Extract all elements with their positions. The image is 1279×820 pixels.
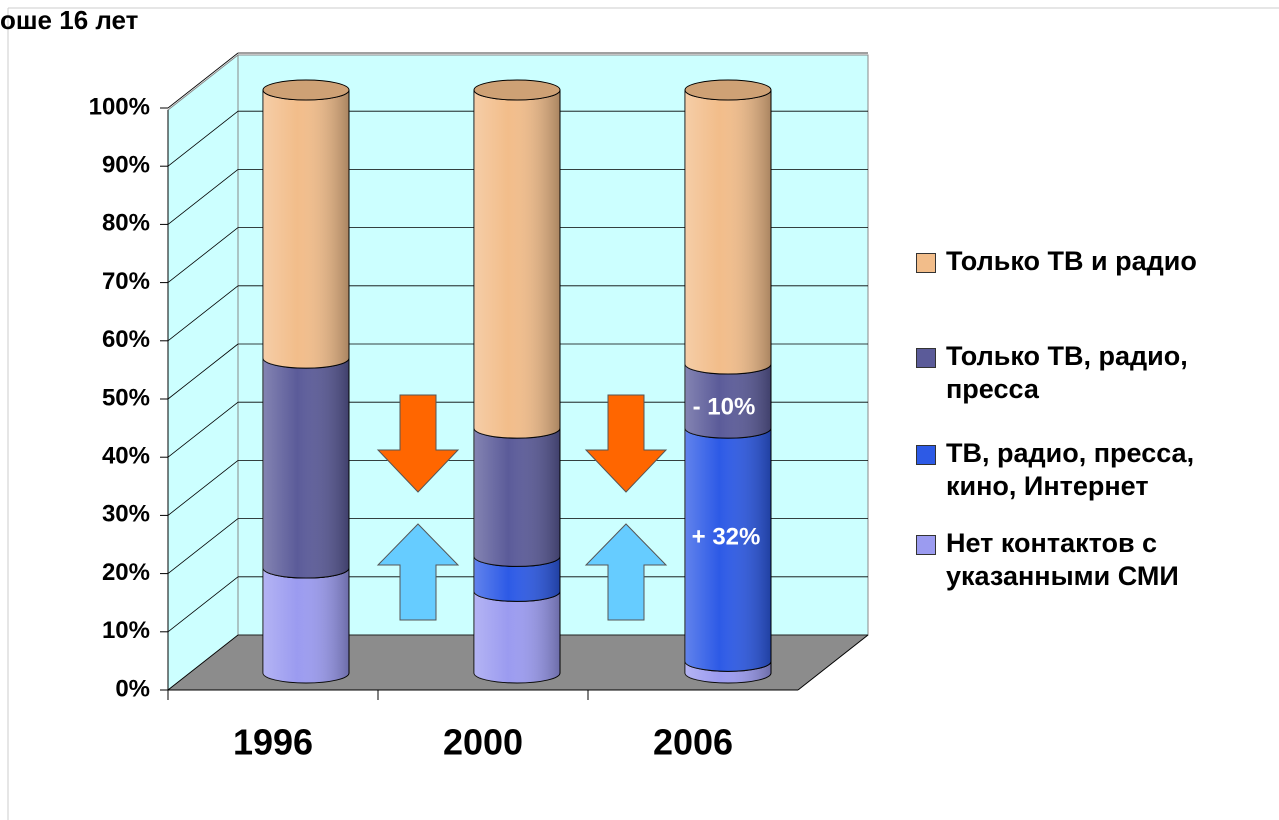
grid-line bbox=[167, 285, 239, 342]
bar bbox=[473, 556, 561, 602]
grid-line bbox=[167, 169, 239, 225]
legend-swatch bbox=[916, 253, 936, 273]
shade bbox=[685, 661, 771, 683]
grid-line bbox=[167, 52, 239, 109]
shade bbox=[263, 358, 349, 579]
bar bbox=[473, 428, 561, 567]
annotation: + 32% bbox=[692, 523, 761, 550]
bar bbox=[473, 591, 561, 684]
legend-swatch bbox=[916, 535, 936, 555]
chart-title: оше 16 лет bbox=[0, 5, 139, 35]
shade bbox=[474, 90, 560, 439]
legend-label: Только ТВ и радио bbox=[946, 246, 1197, 276]
legend-entry: Только ТВ и радио bbox=[912, 245, 1279, 278]
y-tick-label: 10% bbox=[102, 617, 150, 644]
x-tick-label: 2006 bbox=[653, 722, 733, 763]
y-tick-label: 80% bbox=[102, 210, 150, 237]
bar bbox=[262, 358, 350, 579]
shade bbox=[685, 90, 771, 375]
y-tick-label: 40% bbox=[102, 443, 150, 470]
arrow-down bbox=[584, 394, 668, 493]
y-tick-label: 90% bbox=[102, 152, 150, 179]
bar bbox=[684, 79, 772, 375]
annotation: - 10% bbox=[693, 393, 756, 420]
grid-line bbox=[167, 460, 239, 516]
grid-line bbox=[167, 576, 239, 633]
grid-line bbox=[167, 634, 239, 691]
grid-line bbox=[167, 401, 239, 458]
grid-line bbox=[167, 110, 239, 167]
x-tick-label: 2000 bbox=[443, 722, 523, 763]
bar bbox=[262, 567, 350, 684]
bar bbox=[684, 363, 772, 439]
legend-entry: Только ТВ, радио, пресса bbox=[912, 340, 1246, 406]
y-tick-label: 50% bbox=[102, 384, 150, 411]
side-wall bbox=[167, 53, 239, 692]
bar bbox=[262, 79, 350, 369]
y-tick-label: 20% bbox=[102, 559, 150, 586]
arrow-up bbox=[584, 523, 668, 621]
legend-swatch bbox=[916, 445, 936, 465]
bar bbox=[473, 79, 561, 439]
shade bbox=[263, 90, 349, 369]
y-tick-label: 70% bbox=[102, 268, 150, 295]
axis bbox=[797, 634, 869, 691]
arrow-up bbox=[376, 523, 460, 621]
shade bbox=[685, 364, 771, 439]
bar bbox=[684, 428, 772, 672]
legend-entry: ТВ, радио, пресса, кино, Интернет bbox=[912, 437, 1246, 503]
grid-line bbox=[167, 227, 239, 283]
shade bbox=[685, 428, 771, 672]
bar-top bbox=[684, 79, 772, 101]
y-tick-label: 30% bbox=[102, 501, 150, 528]
shade bbox=[474, 556, 560, 602]
legend-label: Только ТВ, радио, пресса bbox=[946, 341, 1188, 404]
legend-entry: Нет контактов с указанными СМИ bbox=[912, 527, 1246, 593]
legend-label: ТВ, радио, пресса, кино, Интернет bbox=[946, 438, 1195, 501]
bar-top bbox=[262, 79, 350, 101]
legend-swatch bbox=[916, 348, 936, 368]
shade bbox=[474, 428, 560, 567]
y-tick-label: 100% bbox=[89, 93, 150, 120]
shade bbox=[263, 568, 349, 683]
grid-line bbox=[167, 343, 239, 400]
grid-line bbox=[167, 518, 239, 574]
y-tick-label: 60% bbox=[102, 326, 150, 353]
arrow-down bbox=[376, 394, 460, 493]
y-tick-label: 0% bbox=[115, 675, 150, 702]
bar-top bbox=[473, 79, 561, 101]
legend-label: Нет контактов с указанными СМИ bbox=[946, 528, 1179, 591]
shade bbox=[474, 591, 560, 683]
x-tick-label: 1996 bbox=[233, 722, 313, 763]
